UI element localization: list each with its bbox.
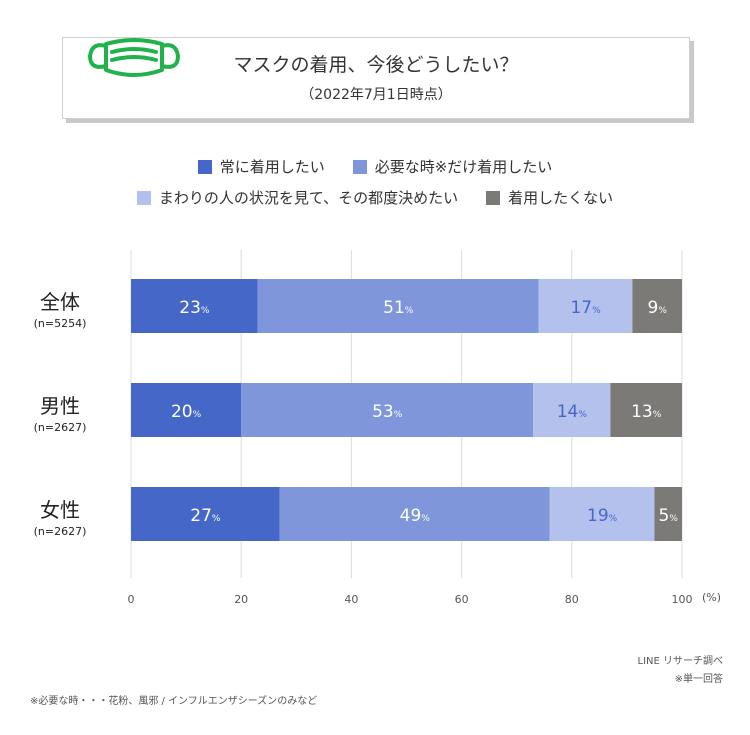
bar-segment-always: [131, 487, 280, 541]
bar-segment-none: [632, 279, 682, 333]
category-label-male: 男性 (n=2627): [0, 390, 120, 434]
bar-segment-necessary: [241, 383, 534, 437]
legend-item-always: 常に着用したい: [197, 156, 325, 177]
data-label: 27%: [190, 506, 221, 526]
legend-item-necessary: 必要な時※だけ着用したい: [352, 156, 553, 177]
x-tick-label: 0: [128, 593, 135, 606]
data-label: 19%: [587, 506, 618, 526]
x-tick-label: 20: [234, 593, 248, 606]
bar-segment-situational: [538, 279, 633, 333]
category-name: 女性: [40, 498, 80, 522]
category-name: 男性: [40, 394, 80, 418]
legend-swatch-situational: [136, 190, 151, 205]
x-axis-unit: (%): [702, 591, 722, 604]
legend-item-none: 着用したくない: [486, 187, 613, 208]
bar-segment-necessary: [279, 487, 550, 541]
legend-label-necessary: 必要な時※だけ着用したい: [374, 158, 553, 176]
x-tick-label: 40: [344, 593, 358, 606]
source-note: LINE リサーチ調べ: [637, 656, 724, 667]
x-tick-label: 100: [672, 593, 693, 606]
data-label: 51%: [383, 298, 414, 318]
answer-type-note: ※単一回答: [674, 674, 723, 685]
chart-title: マスクの着用、今後どうしたい？: [233, 54, 519, 76]
legend-row-1: 常に着用したい 必要な時※だけ着用したい: [0, 156, 750, 177]
bar-segment-necessary: [257, 279, 539, 333]
data-label: 20%: [171, 402, 202, 422]
mask-icon: [88, 38, 180, 77]
data-label: 5%: [659, 506, 679, 526]
legend-item-situational: まわりの人の状況を見て、その都度決めたい: [136, 187, 459, 208]
bar-segment-situational: [533, 383, 611, 437]
legend-swatch-always: [197, 159, 212, 174]
title-box: マスクの着用、今後どうしたい？ （2022年7月1日時点）: [62, 37, 690, 119]
legend-label-always: 常に着用したい: [219, 158, 325, 176]
data-label: 9%: [648, 298, 668, 318]
x-tick-label: 60: [455, 593, 469, 606]
footnote: ※必要な時・・・花粉、風邪 / インフルエンザシーズンのみなど: [30, 696, 318, 707]
data-label: 53%: [372, 402, 403, 422]
category-label-female: 女性 (n=2627): [0, 494, 120, 538]
data-label: 13%: [631, 402, 662, 422]
category-n: (n=5254): [33, 317, 87, 330]
bar-segment-situational: [549, 487, 655, 541]
legend-swatch-necessary: [352, 159, 367, 174]
legend-label-situational: まわりの人の状況を見て、その都度決めたい: [158, 189, 459, 207]
bar-segment-always: [131, 279, 258, 333]
legend-label-none: 着用したくない: [508, 189, 614, 207]
x-tick-label: 80: [565, 593, 579, 606]
category-n: (n=2627): [33, 421, 87, 434]
bar-segment-always: [131, 383, 242, 437]
legend-row-2: まわりの人の状況を見て、その都度決めたい 着用したくない: [0, 187, 750, 208]
bar-segment-none: [654, 487, 682, 541]
chart-subtitle: （2022年7月1日時点）: [300, 87, 452, 103]
data-label: 23%: [179, 298, 210, 318]
category-label-all: 全体 (n=5254): [0, 286, 120, 330]
category-name: 全体: [40, 290, 80, 314]
data-label: 14%: [557, 402, 588, 422]
data-label: 17%: [570, 298, 601, 318]
bar-segment-none: [610, 383, 682, 437]
legend-swatch-none: [486, 190, 501, 205]
data-label: 49%: [400, 506, 431, 526]
category-n: (n=2627): [33, 525, 87, 538]
